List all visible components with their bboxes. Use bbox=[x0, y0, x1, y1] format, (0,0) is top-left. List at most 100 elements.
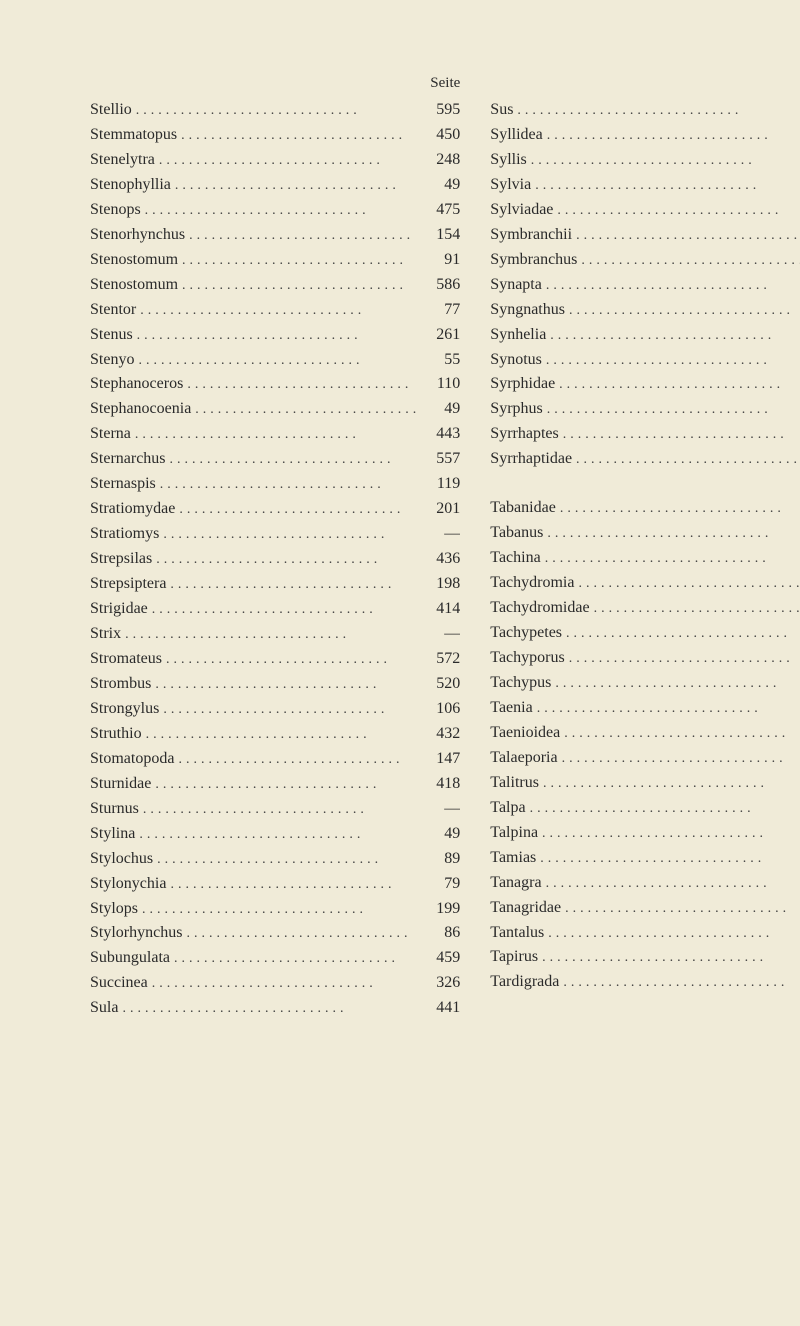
index-entry: Strigidae..............................4… bbox=[90, 597, 460, 622]
leader-dots: .............................. bbox=[151, 774, 424, 796]
leader-dots: .............................. bbox=[142, 724, 425, 746]
leader-dots: .............................. bbox=[542, 275, 800, 297]
leader-dots: .............................. bbox=[121, 624, 424, 646]
entry-term: Stylonychia bbox=[90, 872, 166, 897]
entry-term: Synotus bbox=[490, 348, 542, 373]
entry-term: Stratiomydae bbox=[90, 497, 175, 522]
right-entries-container: Sus..............................455Syll… bbox=[490, 98, 800, 995]
index-entry: Talpa..............................468 bbox=[490, 796, 800, 821]
entry-term: Tachydromidae bbox=[490, 596, 589, 621]
index-entry: Syrphus..............................204 bbox=[490, 397, 800, 422]
entry-term: Sturnus bbox=[90, 797, 139, 822]
leader-dots: .............................. bbox=[183, 374, 424, 396]
entry-page: 459 bbox=[424, 946, 460, 971]
entry-term: Sylviadae bbox=[490, 198, 553, 223]
leader-dots: .............................. bbox=[148, 599, 425, 621]
entry-term: Stylops bbox=[90, 897, 138, 922]
leader-dots: .............................. bbox=[166, 874, 424, 896]
index-entry: Symbranchii.............................… bbox=[490, 223, 800, 248]
entry-page: 201 bbox=[424, 497, 460, 522]
entry-page: 418 bbox=[424, 772, 460, 797]
index-entry: Syrrhaptidae............................… bbox=[490, 447, 800, 472]
index-entry: Stenophyllia............................… bbox=[90, 173, 460, 198]
entry-page: 414 bbox=[424, 597, 460, 622]
index-entry: Syrphidae..............................2… bbox=[490, 372, 800, 397]
leader-dots: .............................. bbox=[555, 374, 800, 396]
entry-term: Stromateus bbox=[90, 647, 162, 672]
index-entry: Taenia..............................97 bbox=[490, 696, 800, 721]
entry-term: Tapirus bbox=[490, 945, 538, 970]
index-entry: Stomatopoda.............................… bbox=[90, 747, 460, 772]
leader-dots: .............................. bbox=[558, 748, 800, 770]
entry-term: Sturnidae bbox=[90, 772, 151, 797]
index-entry: Stratiomys..............................… bbox=[90, 522, 460, 547]
leader-dots: .............................. bbox=[191, 399, 424, 421]
index-entry: Sternarchus.............................… bbox=[90, 447, 460, 472]
leader-dots: .............................. bbox=[166, 449, 425, 471]
entry-page: 119 bbox=[424, 472, 460, 497]
entry-page: 147 bbox=[424, 747, 460, 772]
entry-term: Tachydromia bbox=[490, 571, 574, 596]
index-entry: Stenelytra..............................… bbox=[90, 148, 460, 173]
entry-term: Stephanoceros bbox=[90, 372, 183, 397]
leader-dots: .............................. bbox=[513, 100, 800, 122]
leader-dots: .............................. bbox=[156, 474, 425, 496]
entry-page: 89 bbox=[424, 847, 460, 872]
entry-term: Strigidae bbox=[90, 597, 148, 622]
entry-page: 436 bbox=[424, 547, 460, 572]
index-entry: Stylina..............................49 bbox=[90, 822, 460, 847]
index-entry: Tachina..............................205 bbox=[490, 546, 800, 571]
index-entry: Symbranchus.............................… bbox=[490, 248, 800, 273]
entry-term: Stentor bbox=[90, 298, 136, 323]
index-entry: Stephanocoenia..........................… bbox=[90, 397, 460, 422]
entry-page: 49 bbox=[424, 822, 460, 847]
index-entry: Stemmatopus.............................… bbox=[90, 123, 460, 148]
entry-term: Strombus bbox=[90, 672, 151, 697]
index-entry: Tanagra..............................420 bbox=[490, 871, 800, 896]
index-entry: Tachydromia.............................… bbox=[490, 571, 800, 596]
entry-page: 441 bbox=[424, 996, 460, 1021]
entry-term: Sylvia bbox=[490, 173, 531, 198]
entry-term: Talaeporia bbox=[490, 746, 557, 771]
index-entry: Tardigrada..............................… bbox=[490, 970, 800, 995]
entry-page: 450 bbox=[424, 123, 460, 148]
index-entry: Tachyporus..............................… bbox=[490, 646, 800, 671]
entry-page: 261 bbox=[424, 323, 460, 348]
entry-page: 110 bbox=[424, 372, 460, 397]
entry-term: Stenops bbox=[90, 198, 141, 223]
entry-term: Talpa bbox=[490, 796, 525, 821]
index-entry: Tantalus..............................43… bbox=[490, 921, 800, 946]
entry-page: 572 bbox=[424, 647, 460, 672]
leader-dots: .............................. bbox=[565, 300, 800, 322]
leader-dots: .............................. bbox=[178, 250, 424, 272]
entry-term: Stomatopoda bbox=[90, 747, 174, 772]
entry-term: Stellio bbox=[90, 98, 132, 123]
entry-term: Sterna bbox=[90, 422, 131, 447]
leader-dots: .............................. bbox=[177, 125, 424, 147]
entry-page: — bbox=[424, 622, 460, 647]
entry-term: Stratiomys bbox=[90, 522, 159, 547]
entry-term: Synapta bbox=[490, 273, 542, 298]
entry-term: Sternarchus bbox=[90, 447, 166, 472]
leader-dots: .............................. bbox=[559, 424, 800, 446]
entry-term: Strix bbox=[90, 622, 121, 647]
index-entry: Stenorhynchus...........................… bbox=[90, 223, 460, 248]
entry-term: Stenophyllia bbox=[90, 173, 171, 198]
index-entry: Tachydromidae...........................… bbox=[490, 596, 800, 621]
index-entry: Syrrhaptes..............................… bbox=[490, 422, 800, 447]
entry-term: Stenyo bbox=[90, 348, 134, 373]
index-entry: Stylorhynchus...........................… bbox=[90, 921, 460, 946]
entry-term: Synhelia bbox=[490, 323, 546, 348]
entry-term: Succinea bbox=[90, 971, 148, 996]
index-entry: Talitrus..............................14… bbox=[490, 771, 800, 796]
leader-dots: .............................. bbox=[543, 523, 800, 545]
leader-dots: .............................. bbox=[138, 899, 424, 921]
entry-term: Stephanocoenia bbox=[90, 397, 191, 422]
entry-term: Syrrhaptes bbox=[490, 422, 558, 447]
leader-dots: .............................. bbox=[560, 723, 800, 745]
leader-dots: .............................. bbox=[572, 225, 800, 247]
entry-term: Stenorhynchus bbox=[90, 223, 185, 248]
entry-page: 55 bbox=[424, 348, 460, 373]
index-entry: Strepsiptera............................… bbox=[90, 572, 460, 597]
leader-dots: .............................. bbox=[178, 275, 424, 297]
